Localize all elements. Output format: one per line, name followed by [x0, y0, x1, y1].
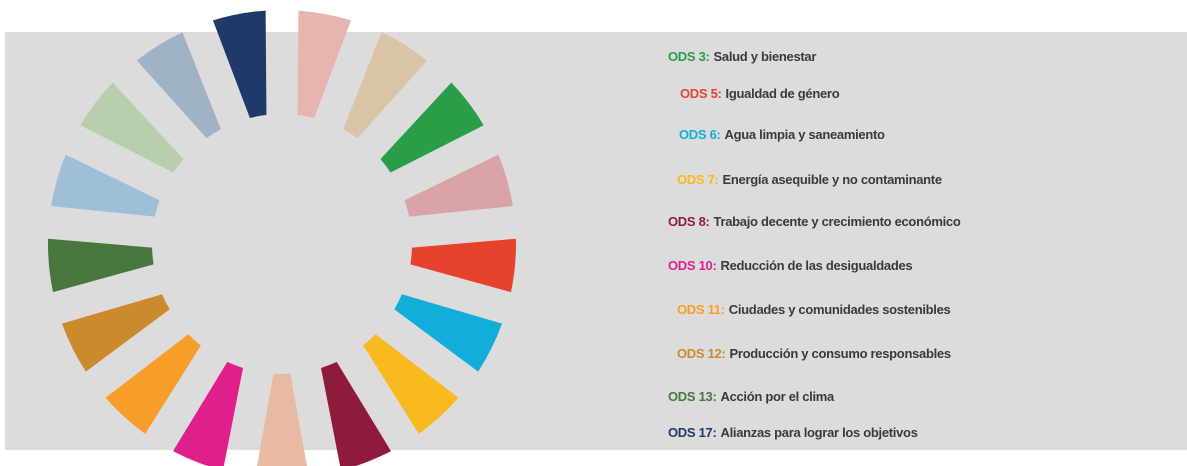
legend-item: ODS 17: Alianzas para lograr los objetivo… [668, 425, 918, 440]
legend-item: ODS 6: Agua limpia y saneamiento [679, 127, 885, 142]
legend-label: Acción por el clima [720, 389, 835, 404]
wheel-segment [47, 238, 154, 293]
wheel-segment [363, 334, 459, 434]
legend-code: ODS 3: [668, 49, 710, 64]
wheel-segment [297, 10, 352, 119]
legend-code: ODS 13: [668, 389, 716, 404]
wheel-segment [321, 361, 391, 466]
wheel-segment [404, 154, 513, 217]
wheel-segment [51, 154, 160, 217]
legend-item: ODS 7: Energía asequible y no contaminant… [677, 172, 942, 187]
legend-item: ODS 8: Trabajo decente y crecimiento econ… [668, 214, 961, 229]
wheel-segment [257, 373, 307, 466]
legend-item: ODS 3: Salud y bienestar [668, 49, 816, 64]
legend-label: Agua limpia y saneamiento [725, 127, 885, 142]
legend-label: Alianzas para lograr los objetivos [720, 425, 917, 440]
legend-item: ODS 5: Igualdad de género [680, 86, 840, 101]
legend-code: ODS 6: [679, 127, 721, 142]
wheel-segment [173, 361, 243, 466]
legend: ODS 3: Salud y bienestar ODS 5: Igualdad de… [668, 49, 961, 440]
legend-label: Reducción de las desigualdades [720, 258, 912, 273]
legend-item: ODS 13: Acción por el clima [668, 389, 835, 404]
wheel-segment [61, 294, 170, 372]
legend-item: ODS 10: Reducción de las desigualdades [668, 258, 912, 273]
legend-code: ODS 7: [677, 172, 719, 187]
legend-code: ODS 5: [680, 86, 722, 101]
sdg-wheel [47, 10, 516, 466]
wheel-segment [380, 82, 484, 173]
wheel-segment [80, 82, 184, 173]
legend-code: ODS 17: [668, 425, 716, 440]
legend-label: Trabajo decente y crecimiento económico [714, 214, 961, 229]
legend-label: Igualdad de género [726, 86, 840, 101]
legend-code: ODS 11: [677, 302, 725, 317]
wheel-segment [105, 334, 201, 434]
wheel-segment [212, 10, 267, 119]
legend-label: Salud y bienestar [714, 49, 817, 64]
wheel-segment [136, 32, 221, 139]
legend-item: ODS 11: Ciudades y comunidades sostenible… [677, 302, 951, 317]
legend-item: ODS 12: Producción y consumo responsables [677, 346, 951, 361]
legend-code: ODS 12: [677, 346, 725, 361]
legend-label: Ciudades y comunidades sostenibles [729, 302, 951, 317]
legend-code: ODS 10: [668, 258, 716, 273]
wheel-segment [394, 294, 503, 372]
legend-label: Energía asequible y no contaminante [723, 172, 942, 187]
legend-code: ODS 8: [668, 214, 710, 229]
legend-label: Producción y consumo responsables [729, 346, 950, 361]
wheel-segment [410, 238, 516, 293]
wheel-segment [343, 32, 428, 139]
